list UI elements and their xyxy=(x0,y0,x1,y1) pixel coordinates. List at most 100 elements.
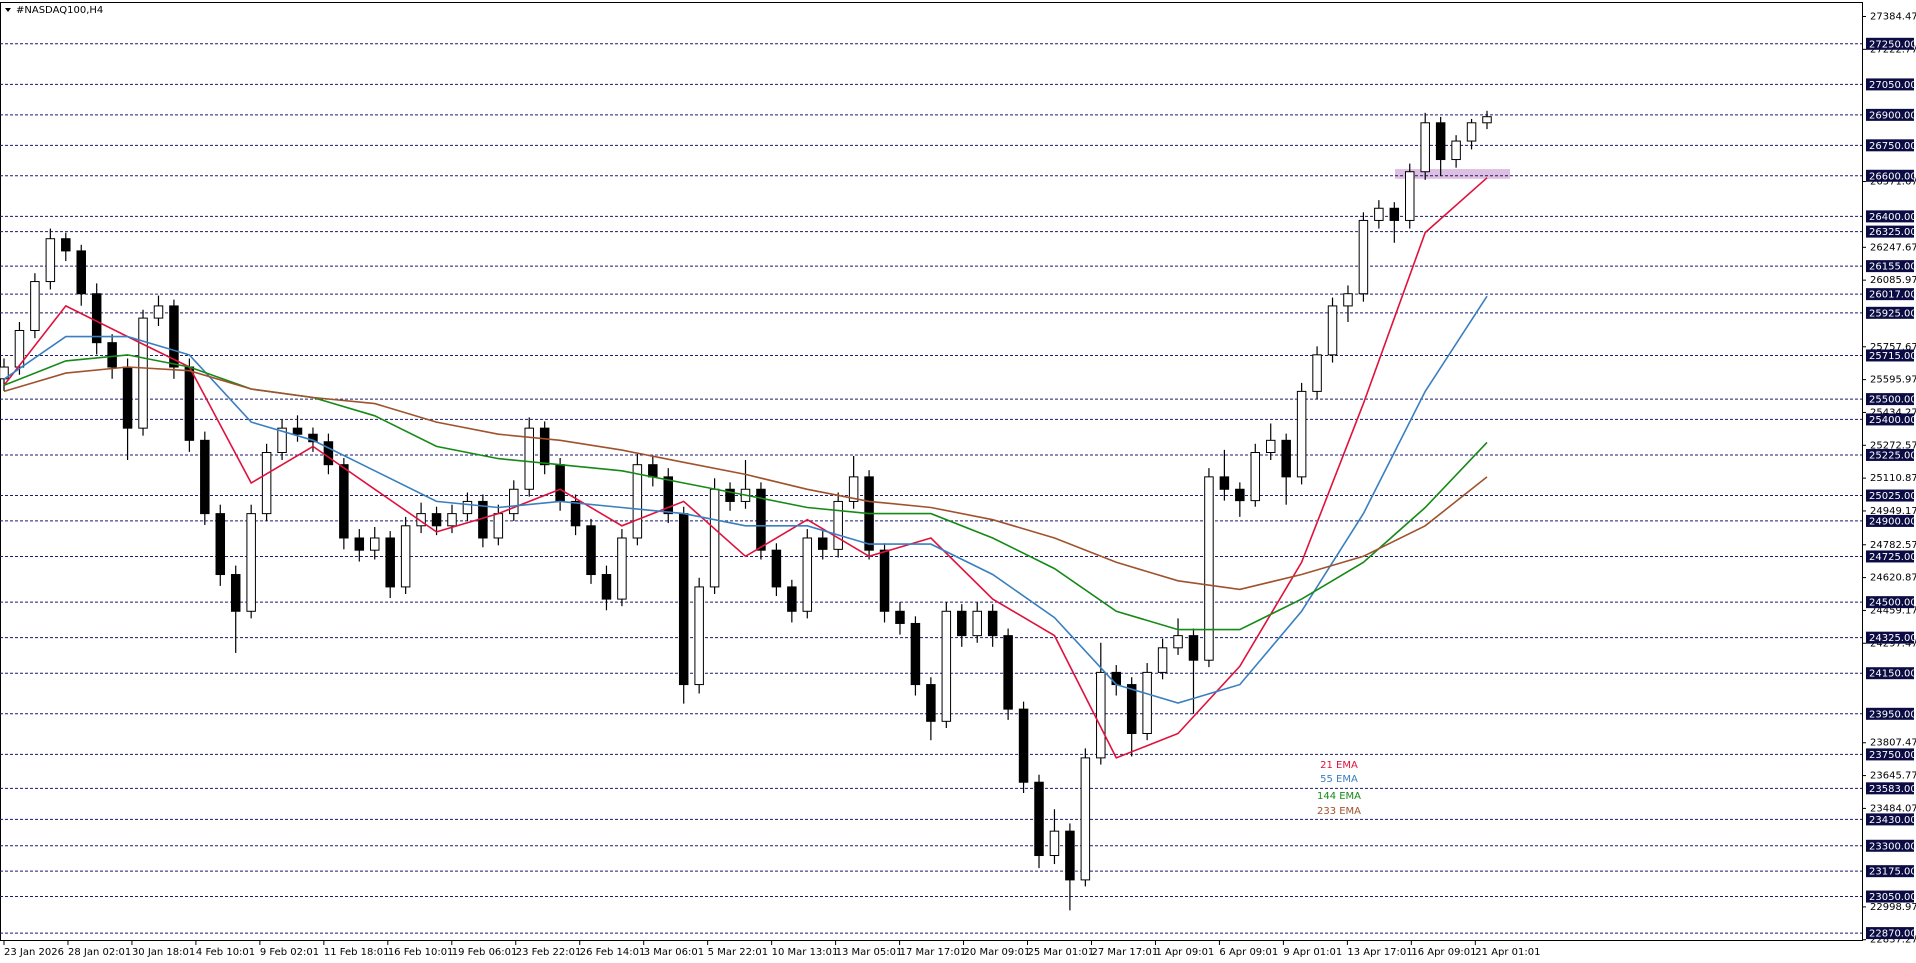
x-tick-label: 30 Jan 18:01 xyxy=(132,947,195,958)
level-label: 27050.00 xyxy=(1869,80,1916,91)
y-tick-label: 25434.27 xyxy=(1870,407,1916,418)
candle-body xyxy=(802,537,813,612)
candle-body xyxy=(972,610,982,637)
candle-body xyxy=(941,610,952,722)
level-box xyxy=(1866,927,1914,940)
y-tick-label: 24620.87 xyxy=(1870,573,1916,584)
candle-body xyxy=(648,464,658,478)
level-label: 25025.00 xyxy=(1869,491,1916,502)
candle-body xyxy=(586,525,596,576)
level-box xyxy=(1866,393,1914,406)
candle-body xyxy=(1096,671,1106,759)
candle-body xyxy=(76,250,86,295)
level-box xyxy=(1866,631,1914,644)
ema-legend: 144 EMA xyxy=(1317,791,1361,802)
x-tick-label: 13 Apr 17:01 xyxy=(1347,947,1412,958)
level-label: 23583.00 xyxy=(1869,784,1916,795)
candle-body xyxy=(879,549,890,612)
y-tick-label: 27222.77 xyxy=(1870,44,1916,55)
x-tick-label: 23 Jan 2026 xyxy=(4,947,64,958)
candle-body xyxy=(632,464,643,539)
candle-body xyxy=(91,293,102,344)
level-box xyxy=(1866,448,1914,461)
x-tick-label: 6 Apr 09:01 xyxy=(1219,947,1278,958)
candle-body xyxy=(416,513,426,527)
candle-body xyxy=(1003,635,1013,710)
candle-body xyxy=(678,513,689,686)
x-tick-label: 20 Mar 09:01 xyxy=(964,947,1031,958)
candle-body xyxy=(1374,207,1384,221)
candle-body xyxy=(756,488,766,551)
candle-body xyxy=(787,586,797,612)
level-box xyxy=(1866,489,1914,502)
candle-body xyxy=(1312,354,1322,392)
y-tick-label: 25757.67 xyxy=(1870,342,1916,353)
candle-body xyxy=(246,513,256,612)
candle-body xyxy=(431,513,442,527)
y-tick-label: 24949.17 xyxy=(1870,506,1916,517)
candle-body xyxy=(1358,219,1369,295)
candle-body xyxy=(1157,647,1168,673)
level-label: 25225.00 xyxy=(1869,450,1916,461)
candle-body xyxy=(308,433,318,443)
candle-body xyxy=(1065,830,1075,881)
candle-body xyxy=(277,427,287,454)
candle-body xyxy=(617,537,627,600)
y-tick-label: 26571.67 xyxy=(1870,177,1916,188)
level-label: 25500.00 xyxy=(1869,395,1916,406)
candle-body xyxy=(1420,122,1430,173)
candle-body xyxy=(694,586,704,686)
candle-body xyxy=(555,464,565,502)
x-tick-label: 11 Feb 18:01 xyxy=(324,947,390,958)
candle-body xyxy=(987,610,998,637)
level-box xyxy=(1866,306,1914,319)
level-label: 25715.00 xyxy=(1869,351,1916,362)
candle-body xyxy=(447,513,457,527)
candle-body xyxy=(339,464,349,539)
x-tick-label: 16 Feb 10:01 xyxy=(388,947,454,958)
level-label: 26400.00 xyxy=(1869,212,1916,223)
y-tick-label: 23645.77 xyxy=(1870,771,1916,782)
candle-body xyxy=(400,525,411,588)
candle-body xyxy=(1405,171,1415,221)
level-label: 26155.00 xyxy=(1869,262,1916,273)
candle-body xyxy=(354,537,365,551)
level-box xyxy=(1866,839,1914,852)
level-box xyxy=(1866,108,1914,121)
candle-body xyxy=(1049,830,1060,857)
candle-body xyxy=(1343,293,1353,307)
candle-body xyxy=(1265,439,1276,454)
chart-title: #NASDAQ100,H4 xyxy=(16,5,103,16)
x-tick-label: 27 Mar 17:01 xyxy=(1091,947,1158,958)
level-label: 23950.00 xyxy=(1869,709,1916,720)
candle-body xyxy=(1204,476,1214,661)
level-label: 23050.00 xyxy=(1869,892,1916,903)
candle-body xyxy=(184,366,195,441)
candle-body xyxy=(509,488,519,515)
y-tick-label: 23484.07 xyxy=(1870,803,1916,814)
y-tick-label: 25110.87 xyxy=(1870,473,1916,484)
candle-body xyxy=(709,488,720,588)
candle-body xyxy=(107,342,117,368)
candle-body xyxy=(1018,708,1029,783)
level-box xyxy=(1866,707,1914,720)
candle-body xyxy=(1219,476,1230,490)
ema-line xyxy=(3,366,1488,591)
candle-body xyxy=(1451,140,1461,161)
level-label: 26900.00 xyxy=(1869,110,1916,121)
level-label: 26325.00 xyxy=(1869,227,1916,238)
candle-body xyxy=(1327,305,1338,356)
level-label: 25925.00 xyxy=(1869,308,1916,319)
candle-body xyxy=(1080,757,1091,881)
plot-frame xyxy=(0,2,1863,941)
candle-body xyxy=(926,684,936,722)
x-tick-label: 21 Apr 01:01 xyxy=(1475,947,1540,958)
level-box xyxy=(1866,139,1914,152)
ema-legend: 21 EMA xyxy=(1320,760,1358,771)
x-tick-label: 13 Mar 05:01 xyxy=(836,947,903,958)
candle-body xyxy=(725,488,735,502)
level-label: 26600.00 xyxy=(1869,171,1916,182)
candle-body xyxy=(61,238,71,252)
y-tick-label: 23807.47 xyxy=(1870,738,1916,749)
